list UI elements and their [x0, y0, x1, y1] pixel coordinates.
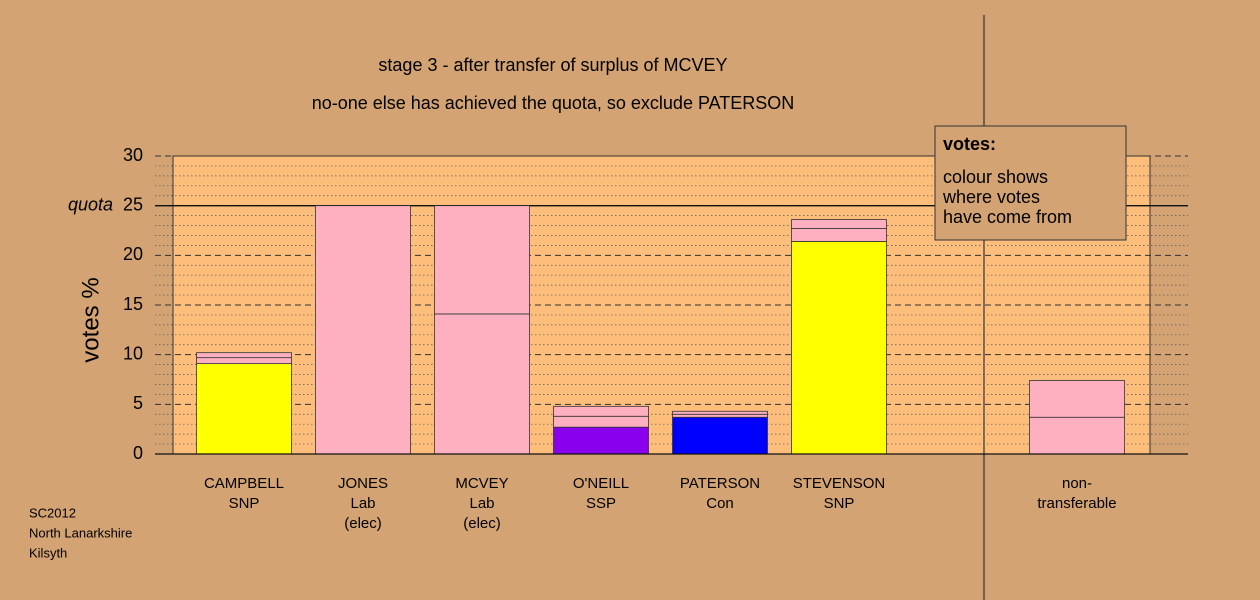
y-tick-label: 15 — [123, 294, 143, 314]
x-tick-label: O'NEILL — [573, 475, 629, 492]
legend-line: colour shows — [943, 167, 1048, 187]
bar-segment — [791, 228, 887, 242]
x-tick-label: CAMPBELL — [204, 475, 284, 492]
y-tick-label: 5 — [133, 393, 143, 413]
x-tick-label: (elec) — [463, 515, 501, 532]
bar-segment — [315, 205, 411, 455]
legend-line: where votes — [942, 187, 1040, 207]
bar-segment — [791, 219, 887, 229]
x-tick-label: SNP — [824, 495, 855, 512]
legend-title: votes: — [943, 134, 996, 154]
legend-line: have come from — [943, 207, 1072, 227]
x-tick-label: MCVEY — [455, 475, 508, 492]
y-tick-label: 25 — [123, 194, 143, 214]
footer-text: SC2012 — [29, 505, 76, 520]
x-tick-label: Lab — [350, 495, 375, 512]
x-tick-label: SSP — [586, 495, 616, 512]
footer-text: Kilsyth — [29, 545, 67, 560]
bar-segment — [553, 426, 649, 455]
bar-segment — [553, 405, 649, 417]
x-tick-label: Lab — [469, 495, 494, 512]
x-tick-label: transferable — [1037, 495, 1116, 512]
y-tick-label: 0 — [133, 443, 143, 463]
bar-segment — [553, 415, 649, 428]
x-tick-label: (elec) — [344, 515, 382, 532]
bar-segment — [196, 352, 292, 359]
footer-text: North Lanarkshire — [29, 525, 132, 540]
chart-title: stage 3 - after transfer of surplus of M… — [378, 55, 727, 75]
legend-frame — [934, 125, 1127, 241]
quota-label: quota — [68, 194, 113, 214]
x-tick-label: PATERSON — [680, 475, 760, 492]
bar-segment — [791, 241, 887, 455]
bar-segment — [672, 410, 768, 415]
y-axis-label: votes % — [77, 277, 104, 362]
bar-segment — [1029, 380, 1125, 418]
bar-segment — [434, 205, 530, 315]
y-tick-label: 30 — [123, 145, 143, 165]
bar-segment — [672, 416, 768, 455]
bar-segment — [434, 313, 530, 455]
x-tick-label: STEVENSON — [793, 475, 886, 492]
x-tick-label: JONES — [338, 475, 388, 492]
x-tick-label: SNP — [229, 495, 260, 512]
x-tick-label: non- — [1062, 475, 1092, 492]
y-tick-label: 20 — [123, 244, 143, 264]
x-tick-label: Con — [706, 495, 734, 512]
bar-segment — [196, 357, 292, 365]
chart-subtitle: no-one else has achieved the quota, so e… — [312, 93, 795, 113]
bar-segment — [1029, 416, 1125, 455]
bar-segment — [672, 413, 768, 418]
y-tick-label: 10 — [123, 343, 143, 363]
bar-segment — [196, 363, 292, 455]
